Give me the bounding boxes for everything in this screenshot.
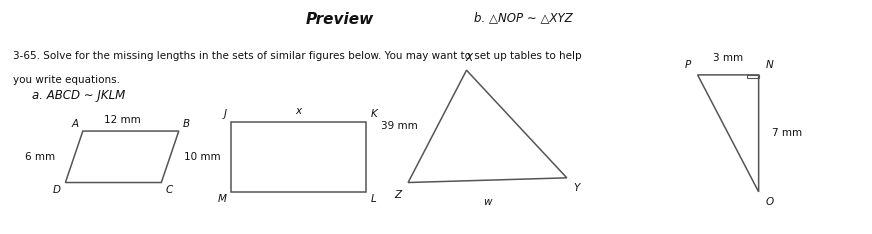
Polygon shape [65,131,179,183]
Text: N: N [766,60,773,70]
Text: b. △NOP ∼ △XYZ: b. △NOP ∼ △XYZ [473,12,573,25]
Text: 6 mm: 6 mm [24,152,55,162]
Text: Preview: Preview [306,12,374,27]
Bar [0,42,872,234]
Text: 3 mm: 3 mm [713,53,743,63]
Text: Y: Y [574,183,580,193]
Text: C: C [166,185,173,195]
Text: L: L [371,194,377,204]
Text: 12 mm: 12 mm [104,115,140,125]
Text: 7 mm: 7 mm [772,128,802,138]
Text: w: w [483,197,492,207]
Text: J: J [224,109,227,119]
Text: x: x [296,106,302,116]
Text: X: X [466,53,473,63]
Text: Z: Z [394,190,401,200]
Text: you write equations.: you write equations. [13,75,120,85]
Text: B: B [183,119,190,129]
Text: 3-65. Solve for the missing lengths in the sets of similar figures below. You ma: 3-65. Solve for the missing lengths in t… [13,51,582,62]
Bar [0,0,872,42]
Text: M: M [218,194,227,204]
Text: a. ABCD ∼ JKLM: a. ABCD ∼ JKLM [32,89,125,102]
Text: 10 mm: 10 mm [184,152,221,162]
Bar [231,122,366,192]
Text: K: K [371,109,378,119]
Text: O: O [766,197,773,207]
Text: 39 mm: 39 mm [381,121,419,131]
Text: P: P [685,60,691,70]
Bar [747,75,759,78]
Text: A: A [72,119,78,129]
Text: D: D [53,185,61,195]
